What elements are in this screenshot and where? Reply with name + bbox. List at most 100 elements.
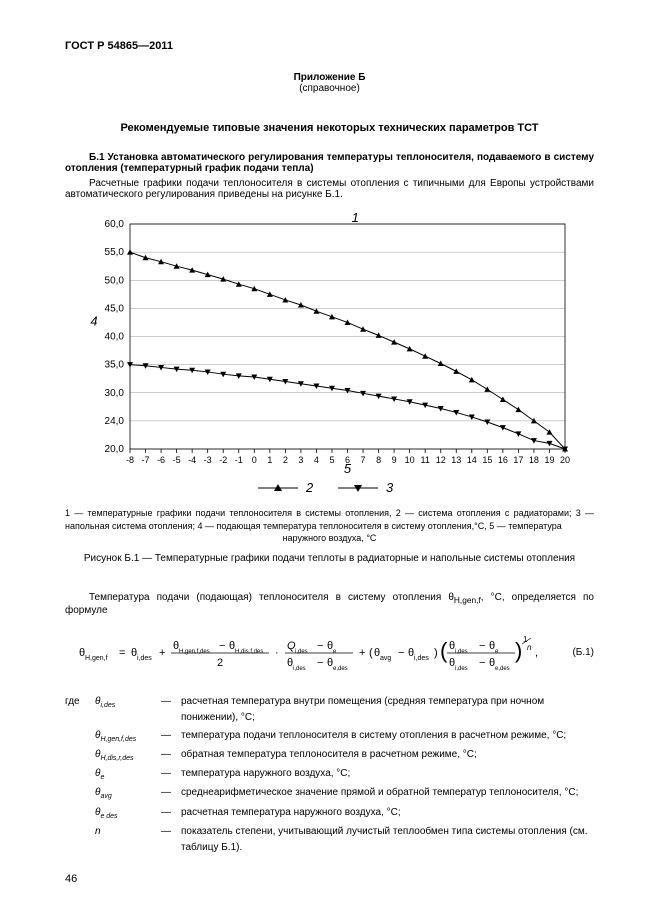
- main-title: Рекомендуемые типовые значения некоторых…: [65, 122, 594, 134]
- formula-svg: θH,gen,f=θi,des+θH,gen,f,des−θH,dis,f,de…: [75, 630, 545, 676]
- page: ГОСТ Р 54865—2011 Приложение Б (справочн…: [0, 0, 646, 913]
- chart-svg: 20,024,030,035,040,045,050,055,060,0-8-7…: [80, 210, 580, 475]
- svg-text:-7: -7: [141, 455, 149, 465]
- svg-text:2: 2: [305, 480, 314, 495]
- svg-text:2: 2: [216, 657, 222, 669]
- svg-text:8: 8: [376, 455, 381, 465]
- svg-text:-6: -6: [157, 455, 165, 465]
- where-block: гдеθi,des—расчетная температура внутри п…: [65, 694, 594, 858]
- svg-text:2: 2: [282, 455, 287, 465]
- svg-text:e: e: [333, 649, 337, 655]
- appendix-header: Приложение Б (справочное): [65, 72, 594, 94]
- svg-text:H,gen,f: H,gen,f: [85, 655, 108, 662]
- svg-text:4: 4: [90, 313, 97, 328]
- svg-text:e,des: e,des: [495, 666, 510, 672]
- figure-caption: 1 — температурные графики подачи теплоно…: [65, 507, 594, 545]
- definition-row: θe des—расчетная температура наружного в…: [65, 805, 594, 824]
- svg-text:60,0: 60,0: [104, 219, 124, 230]
- svg-text:1: 1: [351, 210, 358, 225]
- svg-text:20: 20: [559, 455, 569, 465]
- svg-text:20,0: 20,0: [104, 444, 124, 455]
- document-id: ГОСТ Р 54865—2011: [65, 40, 594, 52]
- formula-intro: Температура подачи (подающая) теплоносит…: [65, 592, 594, 616]
- svg-text:i,des: i,des: [455, 666, 468, 672]
- svg-text:3: 3: [298, 455, 303, 465]
- svg-text:-8: -8: [125, 455, 133, 465]
- svg-text:·: ·: [275, 647, 279, 659]
- section-b1: Б.1 Установка автоматического регулирова…: [65, 152, 594, 174]
- svg-text:−: −: [317, 640, 323, 652]
- svg-text:): ): [515, 638, 522, 663]
- svg-text:14: 14: [466, 455, 476, 465]
- svg-text:−: −: [479, 657, 485, 669]
- definition-row: θe—температура наружного воздуха, °С;: [65, 766, 594, 785]
- svg-text:e: e: [495, 649, 499, 655]
- svg-text:35,0: 35,0: [104, 360, 124, 371]
- svg-text:i,des: i,des: [414, 655, 429, 662]
- appendix-label: Приложение Б: [294, 72, 366, 83]
- svg-text:24,0: 24,0: [104, 416, 124, 427]
- svg-text:avg: avg: [380, 655, 391, 662]
- svg-text:40,0: 40,0: [104, 332, 124, 343]
- svg-text:+: +: [159, 647, 165, 659]
- svg-text:n: n: [527, 643, 532, 652]
- svg-text:18: 18: [528, 455, 538, 465]
- intro-text-1: Температура подачи (подающая) теплоносит…: [89, 592, 454, 603]
- svg-text:3: 3: [386, 480, 394, 495]
- svg-text:55,0: 55,0: [104, 247, 124, 258]
- svg-text:16: 16: [497, 455, 507, 465]
- b1-lead: Б.1 Установка автоматического регулирова…: [65, 152, 594, 174]
- caption-line-3: наружного воздуха, °С: [65, 532, 594, 545]
- svg-text:-2: -2: [219, 455, 227, 465]
- chart-legend: 23: [240, 479, 420, 497]
- svg-text:4: 4: [313, 455, 318, 465]
- svg-text:i,des: i,des: [137, 655, 152, 662]
- svg-text:10: 10: [404, 455, 414, 465]
- svg-text:i,des: i,des: [293, 666, 306, 672]
- svg-text:+: +: [359, 647, 365, 659]
- svg-text:−: −: [219, 640, 225, 652]
- formula-row: θH,gen,f=θi,des+θH,gen,f,des−θH,dis,f,de…: [65, 630, 594, 676]
- definition-row: n—показатель степени, учитывающий лучист…: [65, 824, 594, 858]
- svg-text:-3: -3: [203, 455, 211, 465]
- caption-line-1: 1 — температурные графики подачи теплоно…: [65, 508, 571, 518]
- svg-text:11: 11: [420, 455, 429, 465]
- svg-text:13: 13: [451, 455, 461, 465]
- figure-title: Рисунок Б.1 — Температурные графики пода…: [65, 553, 594, 564]
- appendix-type: (справочное): [299, 83, 360, 94]
- formula-cell: θH,gen,f=θi,des+θH,gen,f,des−θH,dis,f,de…: [65, 630, 554, 676]
- page-number: 46: [65, 873, 77, 885]
- svg-text:1: 1: [267, 455, 272, 465]
- svg-text:e,des: e,des: [333, 666, 348, 672]
- svg-text:(: (: [440, 638, 448, 663]
- svg-text:−: −: [317, 657, 323, 669]
- b1-body: Расчетные графики подачи теплоносителя в…: [65, 178, 594, 200]
- intro-sub: H,gen,f: [454, 595, 481, 605]
- svg-text:5: 5: [329, 455, 334, 465]
- svg-text:−: −: [479, 640, 485, 652]
- svg-text:i,des: i,des: [295, 649, 308, 655]
- svg-text:-5: -5: [172, 455, 180, 465]
- svg-text:): ): [434, 647, 438, 659]
- svg-text:-4: -4: [188, 455, 196, 465]
- definition-row: гдеθi,des—расчетная температура внутри п…: [65, 694, 594, 728]
- svg-text:19: 19: [544, 455, 554, 465]
- svg-text:5: 5: [343, 461, 351, 475]
- svg-text:H,gen,f,des: H,gen,f,des: [179, 649, 210, 655]
- formula-number: (Б.1): [554, 647, 594, 658]
- svg-text:(: (: [369, 647, 373, 659]
- definitions-table: гдеθi,des—расчетная температура внутри п…: [65, 694, 594, 858]
- svg-text:=: =: [119, 647, 125, 659]
- chart-figure: 20,024,030,035,040,045,050,055,060,0-8-7…: [80, 210, 580, 497]
- svg-text:30,0: 30,0: [104, 388, 124, 399]
- svg-text:9: 9: [391, 455, 396, 465]
- svg-text:7: 7: [360, 455, 365, 465]
- svg-text:-1: -1: [234, 455, 242, 465]
- svg-text:45,0: 45,0: [104, 303, 124, 314]
- svg-text:,: ,: [535, 647, 538, 659]
- svg-text:17: 17: [513, 455, 523, 465]
- svg-text:H,dis,f,des: H,dis,f,des: [235, 649, 263, 655]
- svg-text:12: 12: [435, 455, 445, 465]
- svg-text:15: 15: [482, 455, 492, 465]
- definition-row: θH,dis,r,des—обратная температура теплон…: [65, 747, 594, 766]
